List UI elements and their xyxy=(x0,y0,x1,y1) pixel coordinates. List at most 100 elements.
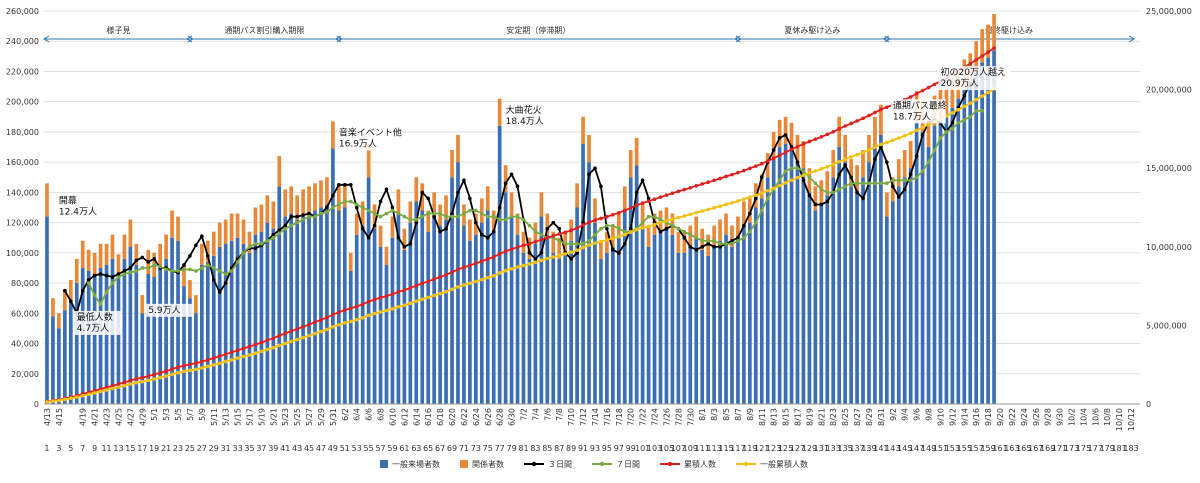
x-day-number-label: 91 xyxy=(578,444,588,453)
series-point xyxy=(521,217,526,222)
x-day-number-label: 59 xyxy=(387,444,397,453)
series-point xyxy=(366,313,371,318)
series-point xyxy=(855,152,859,157)
bar-staff xyxy=(634,137,639,166)
series-point xyxy=(474,208,478,213)
series-point xyxy=(539,232,544,237)
x-day-number-label: 167 xyxy=(1028,444,1043,453)
series-point xyxy=(581,245,585,250)
bar-staff xyxy=(843,134,847,163)
series-point xyxy=(807,171,812,175)
bar-staff xyxy=(497,98,502,126)
series-point xyxy=(527,223,532,228)
series-point xyxy=(170,367,174,371)
bar-general xyxy=(140,313,145,404)
x-day-number-label: 93 xyxy=(590,444,600,453)
series-point xyxy=(247,353,252,357)
x-day-number-label: 25 xyxy=(185,444,195,453)
series-point xyxy=(777,183,782,188)
series-point xyxy=(116,275,121,279)
annotation-text: 最低人数 xyxy=(77,311,113,323)
y-right-tick-label: 5,000,000 xyxy=(1146,321,1187,330)
series-point xyxy=(69,299,73,304)
x-day-number-label: 53 xyxy=(352,444,362,453)
x-day-number-label: 31 xyxy=(221,444,231,453)
bar-general xyxy=(765,177,770,404)
bar-staff xyxy=(164,234,168,259)
series-point xyxy=(408,241,413,246)
series-point xyxy=(372,211,377,216)
series-point xyxy=(611,248,615,252)
series-point xyxy=(337,310,341,315)
series-point xyxy=(402,245,407,249)
x-date-tick-label: 5/25 xyxy=(293,408,302,426)
bar-staff xyxy=(289,186,294,214)
series-point xyxy=(86,281,91,285)
bar-staff xyxy=(599,240,603,259)
x-day-number-label: 111 xyxy=(695,444,710,453)
series-point xyxy=(319,318,323,322)
bar-staff xyxy=(98,243,103,268)
series-point xyxy=(908,131,913,136)
bar-staff xyxy=(63,289,67,311)
bar-staff xyxy=(366,144,371,178)
bar-staff xyxy=(986,24,990,58)
bar-general xyxy=(825,195,830,404)
bar-general xyxy=(444,219,448,404)
series-point xyxy=(819,135,824,139)
series-point xyxy=(539,258,544,263)
series-point xyxy=(480,259,484,264)
series-point xyxy=(92,293,97,297)
series-point xyxy=(360,205,365,210)
series-point xyxy=(682,187,687,192)
series-point xyxy=(891,184,895,189)
bar-general xyxy=(634,165,639,404)
bar-general xyxy=(575,207,579,404)
series-point xyxy=(396,305,401,309)
x-day-number-label: 9 xyxy=(92,444,97,453)
x-date-tick-label: 8/19 xyxy=(805,408,814,426)
x-date-tick-label: 5/5 xyxy=(174,408,183,421)
series-point xyxy=(343,183,347,187)
series-point xyxy=(462,178,466,183)
series-point xyxy=(69,396,73,401)
series-point xyxy=(682,229,687,234)
series-point xyxy=(396,290,401,294)
series-point xyxy=(134,380,139,385)
x-date-tick-label: 9/28 xyxy=(1044,408,1053,426)
series-point xyxy=(885,105,889,110)
series-point xyxy=(122,380,127,385)
x-day-number-label: 105 xyxy=(659,444,674,453)
series-point xyxy=(158,371,162,375)
series-point xyxy=(51,399,55,403)
series-point xyxy=(646,196,651,201)
x-day-number-label: 13 xyxy=(113,444,123,453)
x-date-tick-label: 5/11 xyxy=(210,408,219,426)
series-point xyxy=(914,154,919,158)
x-date-tick-label: 6/18 xyxy=(436,408,445,426)
series-point xyxy=(605,238,609,242)
series-point xyxy=(694,248,699,252)
series-point xyxy=(765,196,770,201)
series-point xyxy=(676,226,681,231)
x-day-number-label: 125 xyxy=(778,444,793,453)
series-point xyxy=(748,195,752,200)
series-point xyxy=(360,315,365,320)
x-date-tick-label: 7/22 xyxy=(639,408,648,426)
bar-general xyxy=(223,243,228,404)
x-date-tick-label: 10/2 xyxy=(1068,408,1077,426)
bar-general xyxy=(313,210,317,404)
x-date-tick-label: 9/12 xyxy=(948,408,957,426)
annotation-text: 通期パス最終 xyxy=(893,99,947,111)
series-point xyxy=(759,175,764,180)
series-point xyxy=(622,208,627,213)
x-day-number-label: 41 xyxy=(280,444,290,453)
bar-staff xyxy=(503,165,508,193)
series-point xyxy=(748,211,752,216)
bar-staff xyxy=(640,204,645,229)
bar-staff xyxy=(748,198,752,223)
bar-general xyxy=(706,255,710,404)
series-point xyxy=(807,139,812,144)
x-date-tick-label: 6/14 xyxy=(412,408,421,426)
bar-general xyxy=(331,148,335,404)
